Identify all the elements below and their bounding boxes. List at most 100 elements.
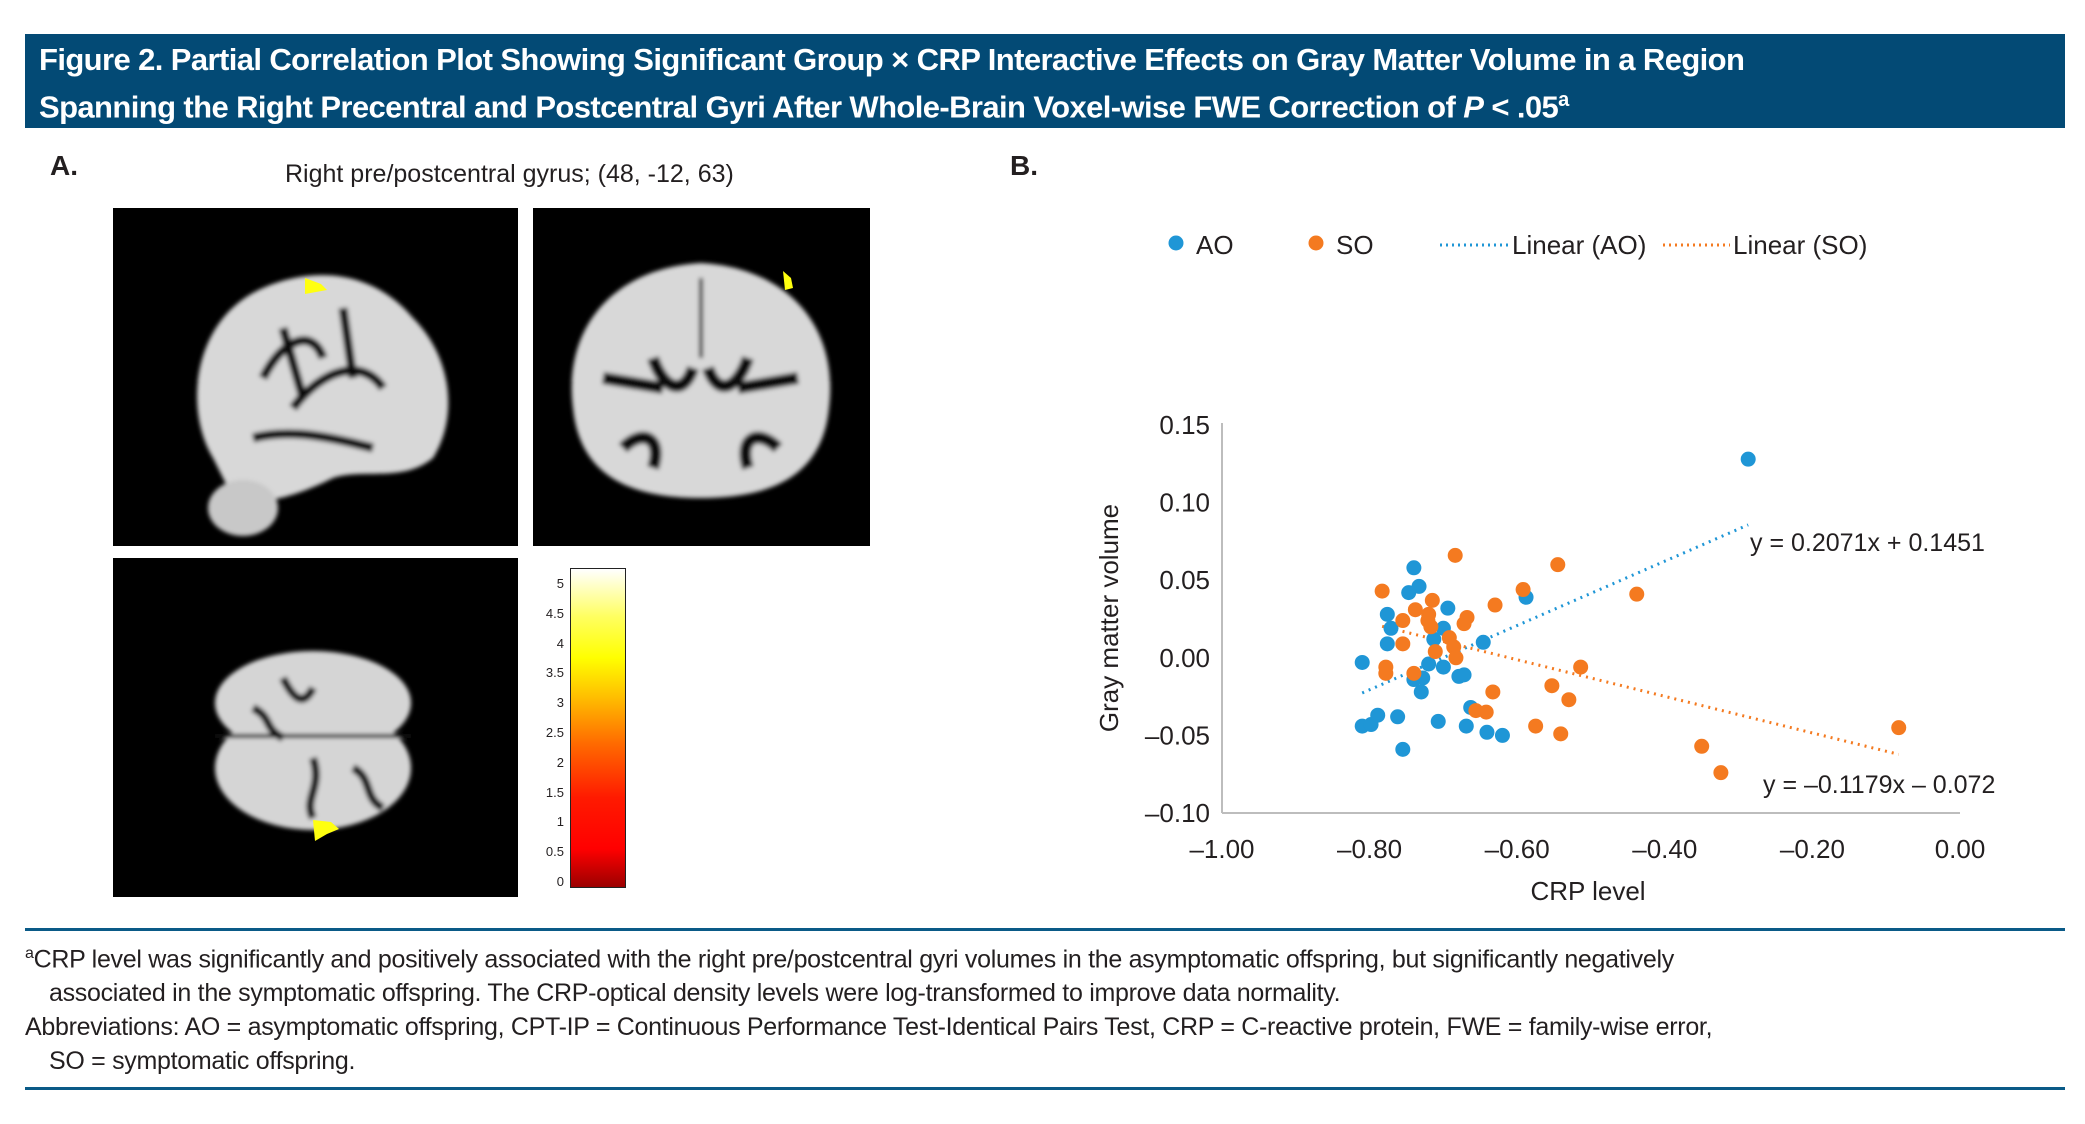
data-point-so — [1395, 613, 1411, 629]
data-point-so — [1694, 738, 1710, 754]
data-point-so — [1406, 665, 1422, 681]
data-point-so — [1487, 597, 1503, 613]
data-point-ao — [1456, 667, 1472, 683]
data-point-so — [1891, 720, 1907, 736]
colorbar-tick-label: 5 — [556, 575, 564, 591]
footnote-top-rule — [25, 928, 2065, 931]
data-point-so — [1378, 665, 1394, 681]
axial-brain-image — [113, 558, 518, 897]
legend-linear-ao-label: Linear (AO) — [1512, 230, 1646, 260]
footnote-a-line1: CRP level was significantly and positive… — [33, 945, 1675, 974]
panel-b-label: B. — [1010, 150, 1038, 181]
colorbar-tick-label: 0 — [556, 874, 564, 889]
data-point-ao — [1379, 636, 1395, 652]
data-point-ao — [1430, 713, 1446, 729]
data-point-so — [1544, 678, 1560, 694]
data-point-ao — [1435, 659, 1451, 675]
colorbar-tick-label: 2 — [556, 754, 564, 770]
x-tick-label: –0.80 — [1337, 834, 1402, 864]
legend-ao-marker — [1168, 235, 1184, 251]
colorbar-tick-label: 3 — [556, 695, 564, 711]
footnote-a-line2: associated in the symptomatic offspring.… — [49, 979, 1341, 1008]
data-point-so — [1713, 765, 1729, 781]
data-point-so — [1573, 659, 1589, 675]
colorbar-tick-label: 4.5 — [545, 605, 564, 621]
data-point-ao — [1370, 707, 1386, 723]
y-tick-label: –0.05 — [1145, 720, 1210, 750]
footnote-bottom-rule — [25, 1087, 2065, 1090]
data-point-so — [1553, 726, 1569, 742]
data-point-ao — [1390, 709, 1406, 725]
y-axis-label: Gray matter volume — [1094, 504, 1124, 732]
data-point-ao — [1406, 560, 1422, 576]
sagittal-brain-image — [113, 208, 518, 546]
data-point-ao — [1383, 620, 1399, 636]
title-footnote-marker: a — [1558, 89, 1569, 111]
colorbar-tick-label: 2.5 — [545, 724, 564, 740]
panel-a-label: A. — [50, 150, 78, 181]
data-point-ao — [1413, 684, 1429, 700]
y-tick-label: 0.00 — [1159, 643, 1210, 673]
x-axis-label: CRP level — [1530, 876, 1645, 906]
data-point-ao — [1426, 631, 1442, 647]
data-point-ao — [1401, 585, 1417, 601]
data-point-so — [1395, 636, 1411, 652]
activation-cluster — [313, 820, 339, 841]
colorbar-tick-label: 1 — [556, 814, 564, 830]
data-point-so — [1407, 602, 1423, 618]
title-p-value: < .05 — [1483, 89, 1559, 125]
scatter-chart: AO SO Linear (AO) Linear (SO) 0.15 0.10 0.… — [1094, 230, 1995, 906]
footnote-a: aCRP level was significantly and positiv… — [25, 937, 2065, 976]
x-tick-label: –1.00 — [1189, 834, 1254, 864]
data-point-so — [1629, 586, 1645, 602]
data-point-so — [1447, 547, 1463, 563]
colorbar — [570, 568, 626, 888]
title-line2-text: Spanning the Right Precentral and Postce… — [39, 89, 1464, 125]
y-tick-label: –0.10 — [1145, 798, 1210, 828]
coronal-brain-drawing — [571, 263, 831, 498]
figure-title-line2: Spanning the Right Precentral and Postce… — [39, 80, 2051, 127]
data-point-ao — [1458, 718, 1474, 734]
data-point-so — [1528, 718, 1544, 734]
data-point-so — [1448, 650, 1464, 666]
trendline-equation-ao: y = 0.2071x + 0.1451 — [1750, 529, 1985, 557]
y-tick-label: 0.05 — [1159, 565, 1210, 595]
data-point-so — [1478, 704, 1494, 720]
trendline-equation-so: y = –0.1179x – 0.072 — [1763, 771, 1995, 799]
data-point-ao — [1440, 600, 1456, 616]
data-point-so — [1561, 692, 1577, 708]
data-point-so — [1424, 592, 1440, 608]
legend-so-marker — [1308, 235, 1324, 251]
data-point-so — [1515, 582, 1531, 598]
activation-cluster — [783, 271, 793, 290]
coronal-brain-image — [533, 208, 870, 546]
data-point-so — [1485, 684, 1501, 700]
x-tick-label: 0.00 — [1935, 834, 1986, 864]
legend-so-label: SO — [1336, 230, 1374, 260]
legend-linear-so-label: Linear (SO) — [1733, 230, 1867, 260]
data-point-ao — [1494, 727, 1510, 743]
panel-a-subtitle: Right pre/postcentral gyrus; (48, -12, 6… — [285, 160, 734, 188]
sagittal-brain-drawing — [197, 275, 449, 536]
data-point-ao — [1354, 654, 1370, 670]
activation-cluster — [305, 278, 327, 294]
data-point-so — [1550, 557, 1566, 573]
y-tick-label: 0.10 — [1159, 488, 1210, 518]
x-tick-label: –0.20 — [1780, 834, 1845, 864]
data-point-ao — [1379, 606, 1395, 622]
colorbar-tick-label: 3.5 — [545, 665, 564, 681]
x-tick-label: –0.40 — [1632, 834, 1697, 864]
colorbar-tick-label: 1.5 — [545, 784, 564, 800]
data-point-so — [1420, 613, 1436, 629]
data-point-so — [1374, 583, 1390, 599]
figure-title: Figure 2. Partial Correlation Plot Showi… — [25, 34, 2065, 128]
footnote: aCRP level was significantly and positiv… — [25, 937, 2065, 1078]
abbreviations-line1: Abbreviations: AO = asymptomatic offspri… — [25, 1013, 1713, 1042]
legend-ao-label: AO — [1196, 230, 1234, 260]
footnote-marker: a — [25, 945, 34, 962]
abbreviations-line2: SO = symptomatic offspring. — [49, 1047, 356, 1076]
data-point-so — [1456, 616, 1472, 632]
colorbar-tick-label: 4 — [556, 635, 564, 651]
y-tick-label: 0.15 — [1159, 410, 1210, 440]
data-point-ao — [1740, 451, 1756, 467]
